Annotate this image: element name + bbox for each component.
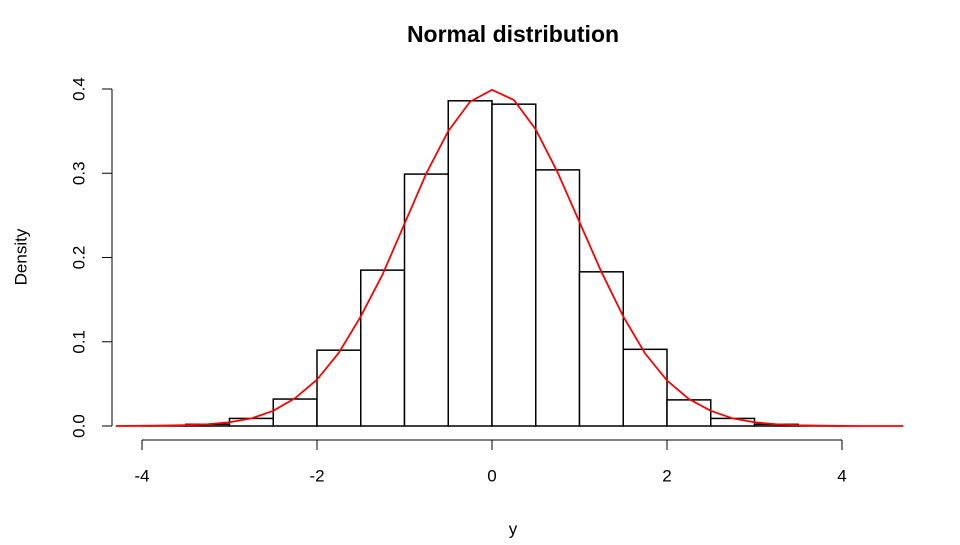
chart-title: Normal distribution: [407, 21, 619, 47]
bar: [403, 173, 449, 427]
bar: [272, 398, 318, 427]
density-line: [115, 88, 904, 427]
bar: [578, 271, 624, 427]
y-axis-label: Density: [11, 228, 30, 285]
bar: [360, 269, 406, 427]
x-tick-label: 4: [837, 466, 846, 485]
x-axis-label: y: [509, 519, 518, 538]
y-tick-label: 0.4: [69, 77, 88, 101]
y-tick-label: 0.0: [69, 414, 88, 438]
bar: [447, 100, 493, 427]
bar: [491, 103, 537, 427]
bar: [622, 348, 668, 427]
x-tick-label: -4: [134, 466, 149, 485]
bar: [228, 417, 274, 427]
x-tick-label: -2: [309, 466, 324, 485]
bar: [535, 169, 581, 427]
bar: [316, 349, 362, 427]
bar: [666, 399, 712, 427]
y-tick-label: 0.3: [69, 161, 88, 185]
x-tick-label: 2: [662, 466, 671, 485]
bar: [710, 417, 756, 427]
x-tick-label: 0: [487, 466, 496, 485]
y-tick-label: 0.2: [69, 246, 88, 270]
y-tick-label: 0.1: [69, 330, 88, 354]
